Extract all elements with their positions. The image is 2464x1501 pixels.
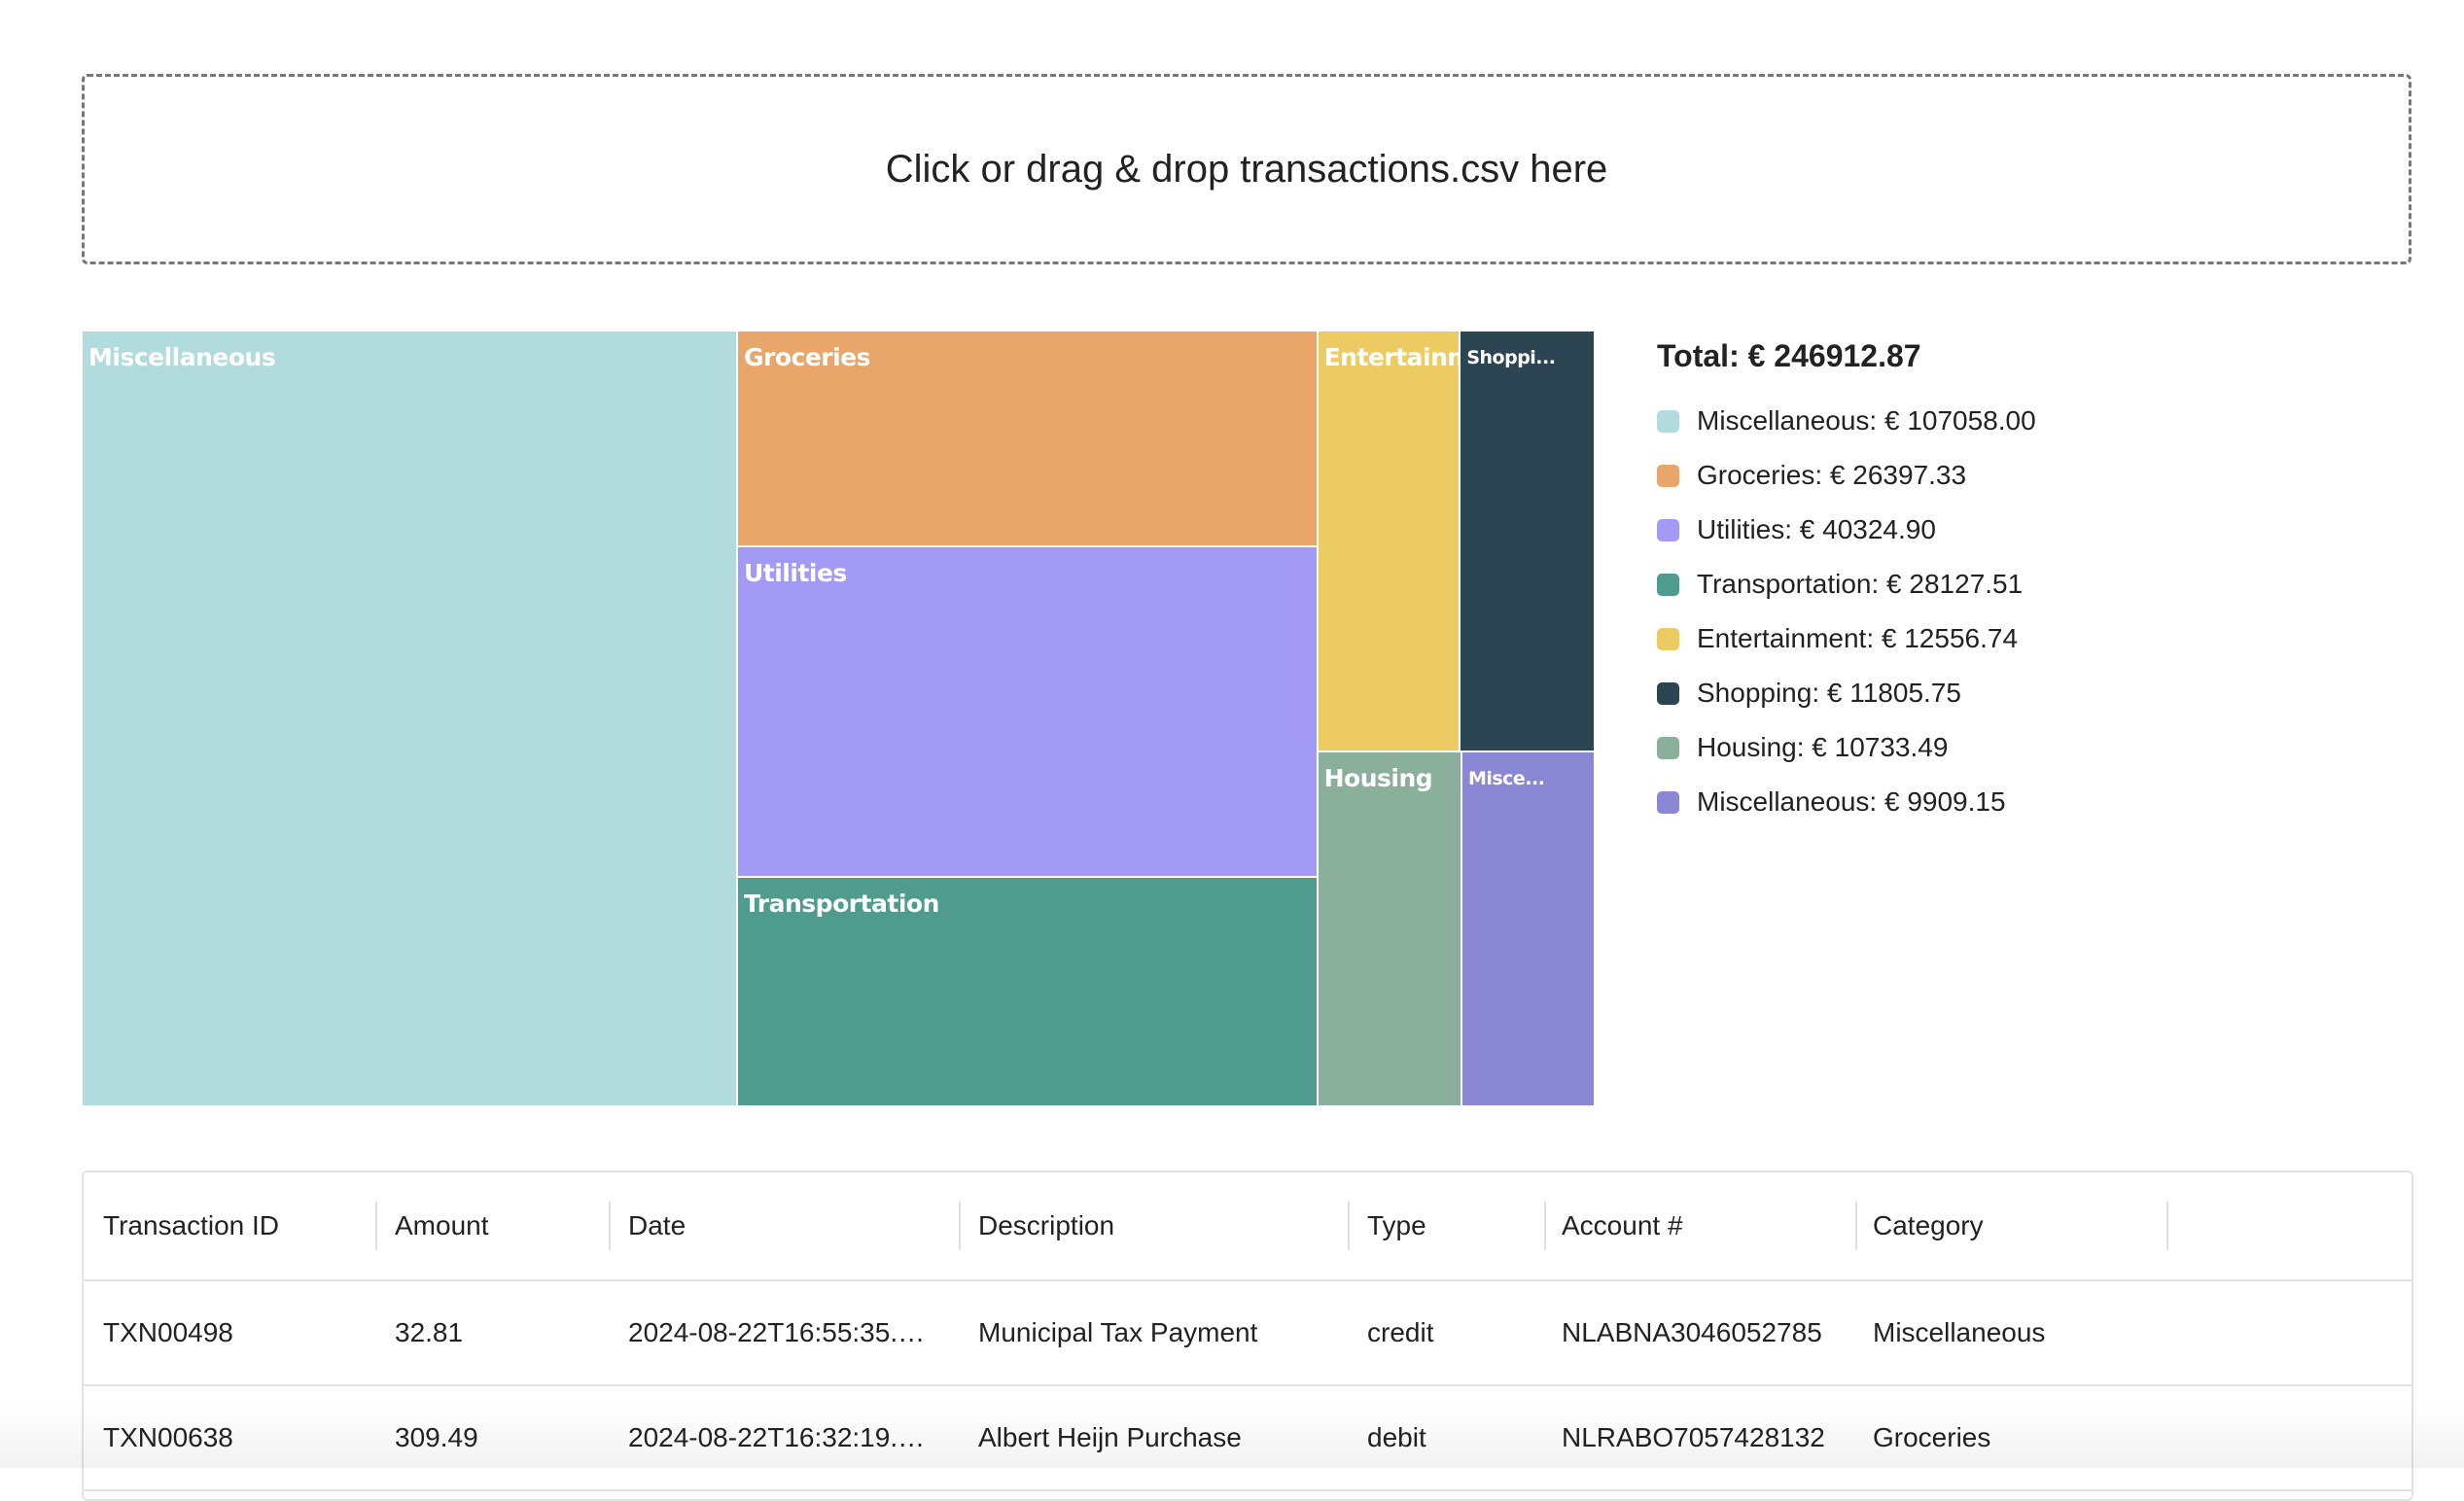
treemap-tile[interactable]: Transportation [736, 877, 1318, 1106]
table-body: TXN00498 32.81 2024-08-22T16:55:35.… Munici… [84, 1281, 2411, 1491]
legend-swatch [1657, 518, 1679, 541]
legend-item[interactable]: Housing: € 10733.49 [1657, 720, 2036, 775]
treemap-tile[interactable]: Shoppi... [1460, 331, 1595, 751]
table-cell: 2024-08-22T16:55:35.… [628, 1317, 926, 1347]
treemap-tile-label: Misce... [1467, 768, 1545, 789]
treemap-tile[interactable]: Utilities [736, 546, 1318, 877]
treemap-tile-label: Utilities [743, 559, 847, 587]
table-row[interactable]: TXN00498 32.81 2024-08-22T16:55:35.… Munici… [84, 1281, 2411, 1386]
table-cell: TXN00638 [103, 1422, 233, 1452]
legend-swatch [1657, 464, 1679, 487]
legend-total: Total: € 246912.87 [1657, 338, 1921, 373]
table-cell: NLRABO7057428132 [1562, 1422, 1825, 1452]
table-cell: NLABNA3046052785 [1562, 1317, 1822, 1347]
table-cell: 2024-08-22T16:32:19.… [628, 1422, 926, 1452]
legend-item[interactable]: Shopping: € 11805.75 [1657, 666, 2036, 720]
transactions-table: Transaction ID Amount Date Description Type A… [82, 1170, 2413, 1501]
column-header[interactable]: Type [1367, 1210, 1426, 1240]
table-cell: debit [1367, 1422, 1426, 1452]
legend-item[interactable]: Groceries: € 26397.33 [1657, 448, 2036, 503]
legend-item[interactable]: Miscellaneous: € 9909.15 [1657, 775, 2036, 829]
table-cell: TXN00498 [103, 1317, 233, 1347]
dropzone-text: Click or drag & drop transactions.csv he… [885, 147, 1608, 191]
legend-item[interactable]: Utilities: € 40324.90 [1657, 503, 2036, 557]
treemap-tile-label: Entertainment [1323, 343, 1460, 371]
column-separator[interactable] [1855, 1202, 1857, 1250]
legend-label: Groceries: € 26397.33 [1697, 460, 1967, 490]
treemap-tile[interactable]: Housing [1317, 751, 1461, 1106]
column-header[interactable]: Account # [1562, 1210, 1683, 1240]
treemap-tile[interactable]: Misce... [1461, 751, 1595, 1106]
legend-label: Transportation: € 28127.51 [1697, 569, 2024, 599]
column-header[interactable]: Date [628, 1210, 686, 1240]
column-header[interactable]: Category [1873, 1210, 1984, 1240]
treemap-tile-label: Shoppi... [1466, 347, 1556, 368]
table-cell: Groceries [1873, 1422, 1991, 1452]
legend-swatch [1657, 681, 1679, 705]
legend-item[interactable]: Miscellaneous: € 107058.00 [1657, 394, 2036, 448]
column-separator[interactable] [959, 1202, 961, 1250]
column-separator[interactable] [375, 1202, 377, 1250]
column-separator[interactable] [609, 1202, 611, 1250]
legend-swatch [1657, 790, 1679, 814]
table-cell: Miscellaneous [1873, 1317, 2046, 1347]
legend-swatch [1657, 573, 1679, 596]
legend-label: Miscellaneous: € 107058.00 [1697, 405, 2036, 436]
table-cell: 309.49 [395, 1422, 478, 1452]
legend-label: Entertainment: € 12556.74 [1697, 623, 2019, 653]
treemap-tile-label: Miscellaneous [88, 343, 276, 371]
legend-item[interactable]: Entertainment: € 12556.74 [1657, 611, 2036, 666]
treemap-tile-label: Groceries [743, 343, 871, 371]
column-header[interactable]: Description [978, 1210, 1115, 1240]
legend-label: Shopping: € 11805.75 [1697, 678, 1961, 708]
treemap-tile-label: Transportation [743, 890, 939, 918]
treemap-tile-label: Housing [1323, 764, 1433, 792]
table-cell: 32.81 [395, 1317, 464, 1347]
treemap-tile[interactable]: Miscellaneous [82, 331, 737, 1106]
column-header[interactable]: Amount [395, 1210, 489, 1240]
legend-label: Utilities: € 40324.90 [1697, 514, 1936, 544]
table-cell: credit [1367, 1317, 1434, 1347]
legend-swatch [1657, 627, 1679, 650]
column-separator[interactable] [1544, 1202, 1546, 1250]
category-treemap: Miscellaneous Groceries Utilities Transport… [82, 331, 1595, 1106]
column-separator[interactable] [2166, 1202, 2168, 1250]
legend-label: Housing: € 10733.49 [1697, 732, 1949, 762]
treemap-tile[interactable]: Entertainment [1317, 331, 1461, 751]
legend-label: Miscellaneous: € 9909.15 [1697, 786, 2006, 817]
table-header: Transaction ID Amount Date Description Type A… [84, 1172, 2411, 1281]
treemap-tile[interactable]: Groceries [736, 331, 1318, 546]
column-separator[interactable] [1348, 1202, 1350, 1250]
legend-swatch [1657, 736, 1679, 759]
legend: Total: € 246912.87 Miscellaneous: € 1070… [1657, 334, 2036, 829]
legend-item[interactable]: Transportation: € 28127.51 [1657, 557, 2036, 611]
column-header[interactable]: Transaction ID [103, 1210, 280, 1240]
table-cell: Municipal Tax Payment [978, 1317, 1258, 1347]
table-row[interactable]: TXN00638 309.49 2024-08-22T16:32:19.… Alber… [84, 1386, 2411, 1491]
legend-swatch [1657, 409, 1679, 433]
csv-dropzone[interactable]: Click or drag & drop transactions.csv he… [82, 74, 2411, 264]
table-cell: Albert Heijn Purchase [978, 1422, 1242, 1452]
